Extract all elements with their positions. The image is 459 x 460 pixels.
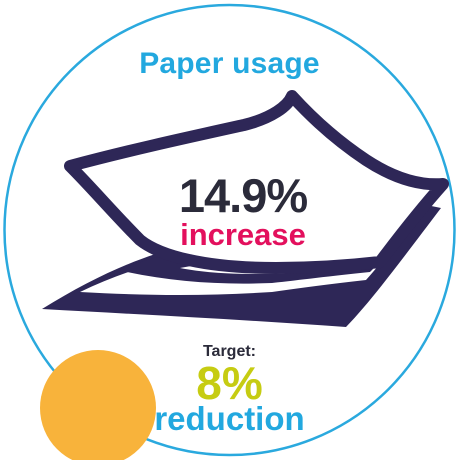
outer-ring: [3, 3, 456, 457]
paper-stack-icon: [42, 90, 449, 327]
paper-top-sheet: [64, 90, 449, 274]
stat-value: 14.9%: [178, 169, 308, 222]
orange-dot: [40, 350, 156, 460]
target-value: 8%: [196, 357, 263, 409]
stat-label: increase: [180, 217, 306, 252]
target-label: Target:: [202, 343, 257, 360]
target-description: reduction: [154, 400, 305, 437]
infographic-title: Paper usage: [139, 47, 320, 80]
